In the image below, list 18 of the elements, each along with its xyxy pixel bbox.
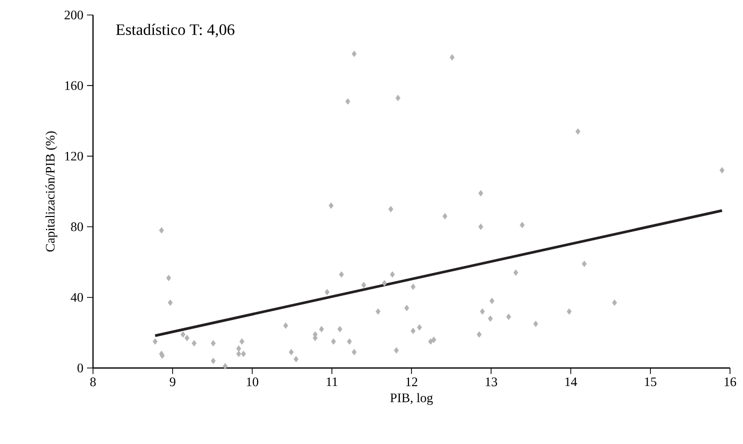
y-tick-label: 160 [65,81,83,90]
x-tick-label: 12 [406,378,418,386]
x-tick-label: 8 [90,378,96,386]
x-tick-label: 15 [645,378,656,386]
y-tick-label: 0 [78,364,83,372]
y-axis-title: Capitalización/PIB (%) [45,131,58,252]
y-tick-label: 120 [65,152,83,161]
x-tick-label: 10 [246,378,258,386]
y-tick-label: 40 [70,293,83,302]
x-tick-label: 13 [486,378,498,386]
x-tick-label: 16 [724,378,736,386]
y-tick-label: 200 [64,10,83,20]
x-tick-label: 11 [326,378,338,386]
x-tick-label: 9 [170,378,176,386]
x-tick-label: 14 [565,378,578,386]
annotation: Estadístico T: 4,06 [116,24,234,38]
y-tick-label: 80 [71,222,83,232]
x-axis-title: PIB, log [390,393,433,405]
